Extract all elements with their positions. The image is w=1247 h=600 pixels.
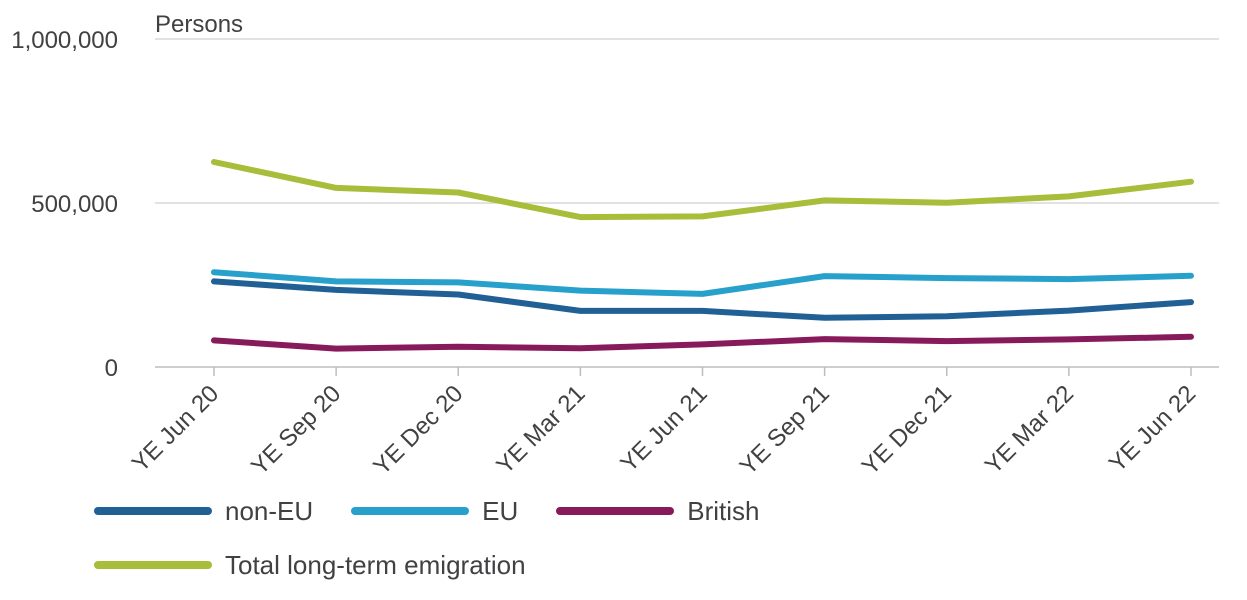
series-line-non-eu xyxy=(211,278,1194,321)
series-line-british xyxy=(211,333,1194,352)
series-line-total-long-term-emigration xyxy=(211,159,1194,221)
y-tick-label: 0 xyxy=(105,355,118,382)
x-axis: YE Jun 20 YE Sep 20 YE Dec 20 YE Mar 21 YE J… xyxy=(127,366,1219,480)
series-lines xyxy=(211,159,1194,352)
x-tick-label: YE Jun 22 xyxy=(1104,380,1201,477)
legend-label-non-eu: non-EU xyxy=(225,495,314,526)
legend-row: Total long-term emigration xyxy=(94,546,1194,584)
legend-label-eu: EU xyxy=(482,495,519,526)
y-tick-label: 500,000 xyxy=(31,191,118,218)
y-axis-ticks: 0 500,000 1,000,000 xyxy=(11,27,118,382)
legend-item-eu[interactable]: EU xyxy=(351,496,518,527)
legend: non-EU EU British Total long-term emigra… xyxy=(94,492,1194,600)
y-tick-label: 1,000,000 xyxy=(11,27,118,54)
legend-row: non-EU EU British xyxy=(94,492,1194,530)
gridlines xyxy=(155,38,1219,204)
legend-item-non-eu[interactable]: non-EU xyxy=(94,496,313,527)
x-tick-label: YE Jun 21 xyxy=(615,380,712,477)
series-line-eu xyxy=(211,269,1194,297)
legend-label-total: Total long-term emigration xyxy=(225,549,526,580)
legend-swatch-british xyxy=(556,507,675,515)
legend-swatch-non-eu xyxy=(94,507,212,515)
x-tick-label: YE Jun 20 xyxy=(127,380,224,477)
y-axis-unit-label: Persons xyxy=(155,11,243,38)
x-tick-label: YE Mar 22 xyxy=(980,380,1079,479)
x-tick-label: YE Mar 21 xyxy=(491,380,590,479)
x-tick-label: YE Dec 21 xyxy=(857,380,957,480)
legend-item-total[interactable]: Total long-term emigration xyxy=(94,550,526,581)
legend-swatch-eu xyxy=(351,507,470,515)
x-tick-label: YE Sep 21 xyxy=(735,380,835,480)
legend-label-british: British xyxy=(687,495,760,526)
x-tick-label: YE Dec 20 xyxy=(368,380,468,480)
x-tick-label: YE Sep 20 xyxy=(246,380,346,480)
legend-item-british[interactable]: British xyxy=(556,495,760,527)
legend-swatch-total xyxy=(94,561,212,569)
